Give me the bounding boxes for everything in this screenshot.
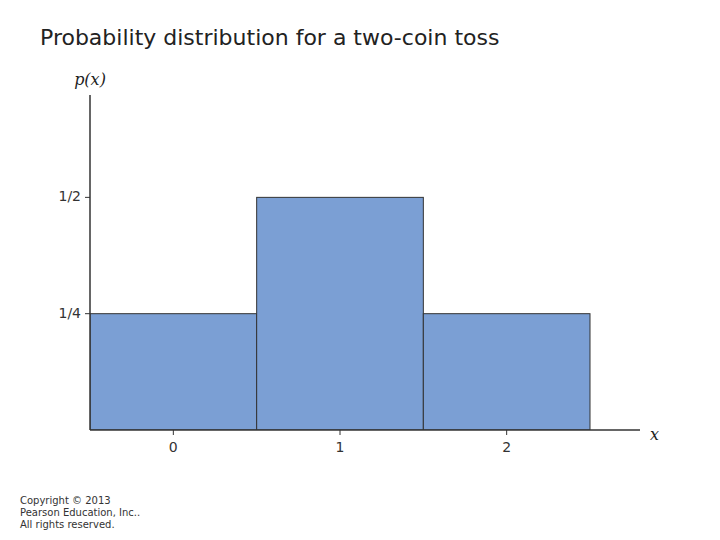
x-tick-label: 1: [336, 439, 345, 455]
y-tick: [85, 313, 90, 314]
y-axis-line: [89, 95, 91, 430]
y-axis-label: p(x): [74, 70, 106, 89]
bars: [90, 197, 590, 430]
x-axis-label: x: [650, 425, 659, 444]
bar: [90, 314, 257, 430]
title: Probability distribution for a two-coin …: [40, 25, 499, 50]
x-tick-label: 2: [502, 439, 511, 455]
y-tick: [85, 197, 90, 198]
chart: Probability distribution for a two-coin …: [0, 0, 720, 540]
x-tick: [340, 430, 341, 435]
bar: [423, 314, 590, 430]
chart-container: Probability distribution for a two-coin …: [0, 0, 720, 540]
x-tick: [173, 430, 174, 435]
x-tick-label: 0: [169, 439, 178, 455]
y-tick-label: 1/4: [58, 305, 81, 321]
x-tick: [506, 430, 507, 435]
bar: [257, 197, 424, 430]
x-axis-line: [90, 429, 640, 431]
y-tick-label: 1/2: [58, 188, 81, 204]
annotation: Copyright © 2013Pearson Education, Inc..…: [20, 495, 140, 530]
